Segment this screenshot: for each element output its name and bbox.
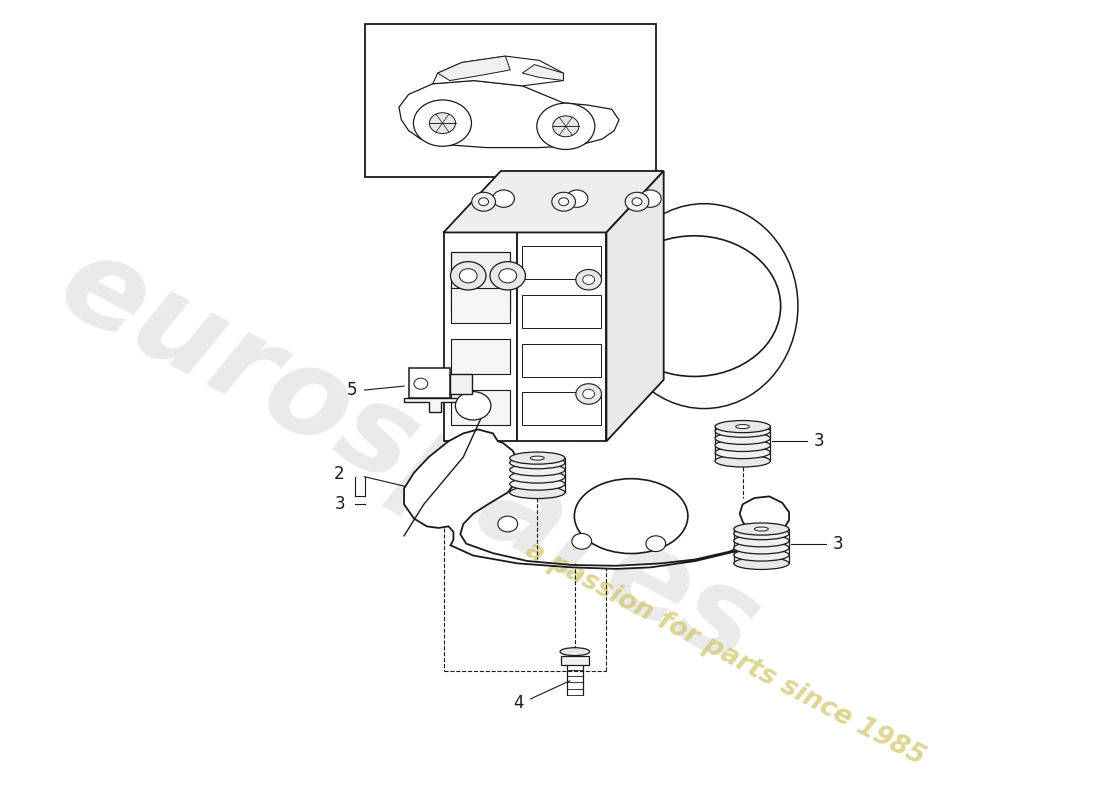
Circle shape — [575, 384, 602, 404]
Text: 4: 4 — [513, 694, 524, 712]
Ellipse shape — [560, 648, 590, 655]
Circle shape — [552, 192, 575, 211]
Ellipse shape — [734, 542, 789, 554]
Circle shape — [498, 516, 518, 532]
Polygon shape — [404, 398, 463, 412]
Bar — [521, 343, 602, 377]
Bar — [451, 252, 510, 311]
Ellipse shape — [715, 421, 770, 433]
Bar — [364, 24, 656, 178]
Text: eurospares: eurospares — [41, 224, 778, 690]
Text: 5: 5 — [348, 381, 358, 399]
Circle shape — [472, 192, 495, 211]
Bar — [451, 339, 510, 374]
Bar — [451, 288, 510, 323]
Circle shape — [553, 116, 579, 137]
Bar — [409, 368, 451, 398]
Circle shape — [572, 534, 592, 550]
Circle shape — [639, 190, 661, 207]
Ellipse shape — [509, 457, 565, 469]
Ellipse shape — [574, 478, 688, 554]
Circle shape — [646, 536, 666, 551]
Circle shape — [583, 275, 595, 285]
Circle shape — [493, 190, 515, 207]
Circle shape — [575, 270, 602, 290]
Bar — [451, 374, 472, 394]
Polygon shape — [404, 430, 789, 569]
Polygon shape — [438, 56, 510, 81]
Ellipse shape — [509, 464, 565, 476]
Circle shape — [537, 103, 595, 150]
Ellipse shape — [755, 527, 768, 531]
Circle shape — [566, 190, 587, 207]
Ellipse shape — [509, 471, 565, 483]
Polygon shape — [561, 655, 588, 665]
Text: 3: 3 — [814, 432, 824, 450]
Circle shape — [478, 198, 488, 206]
Ellipse shape — [734, 549, 789, 561]
Ellipse shape — [509, 452, 565, 464]
Ellipse shape — [734, 534, 789, 547]
Circle shape — [460, 269, 477, 283]
Circle shape — [583, 390, 595, 398]
Ellipse shape — [734, 523, 789, 535]
Circle shape — [414, 100, 472, 146]
Ellipse shape — [715, 446, 770, 458]
Circle shape — [414, 378, 428, 390]
Ellipse shape — [715, 432, 770, 444]
Ellipse shape — [715, 425, 770, 438]
Circle shape — [455, 392, 491, 420]
Ellipse shape — [734, 558, 789, 570]
Circle shape — [559, 198, 569, 206]
Bar — [517, 233, 606, 442]
Ellipse shape — [734, 527, 789, 540]
Bar — [521, 393, 602, 426]
Bar — [521, 246, 602, 279]
Text: 2: 2 — [334, 466, 344, 483]
Bar — [443, 233, 517, 442]
Text: a passion for parts since 1985: a passion for parts since 1985 — [520, 538, 930, 770]
Circle shape — [451, 262, 486, 290]
Bar — [451, 390, 510, 426]
Polygon shape — [522, 65, 563, 81]
Text: 3: 3 — [453, 464, 463, 482]
Circle shape — [429, 113, 455, 134]
Ellipse shape — [715, 455, 770, 467]
Ellipse shape — [608, 236, 781, 377]
Circle shape — [625, 192, 649, 211]
Polygon shape — [432, 56, 563, 86]
Circle shape — [632, 198, 642, 206]
Ellipse shape — [509, 478, 565, 490]
Bar — [521, 294, 602, 328]
Polygon shape — [399, 81, 619, 147]
Ellipse shape — [530, 456, 544, 460]
Text: 1: 1 — [554, 326, 564, 344]
Circle shape — [498, 269, 517, 283]
Polygon shape — [606, 171, 663, 442]
Ellipse shape — [509, 486, 565, 498]
Text: 3: 3 — [833, 534, 843, 553]
Polygon shape — [443, 171, 663, 233]
Ellipse shape — [736, 425, 749, 429]
Text: 3: 3 — [334, 495, 344, 514]
Circle shape — [490, 262, 526, 290]
Ellipse shape — [715, 439, 770, 451]
